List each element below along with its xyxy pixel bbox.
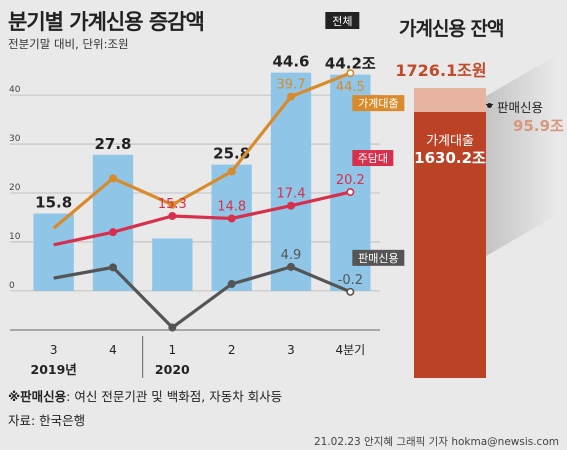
line-point	[168, 323, 177, 332]
line-point	[286, 92, 295, 101]
bar-2	[152, 238, 193, 291]
footnote-text: : 여신 전문기관 및 백화점, 자동차 회사등	[66, 389, 283, 404]
line-point	[168, 211, 177, 220]
bar-value-label: 44.6	[272, 53, 309, 71]
balance-title: 가계신용 잔액	[399, 18, 504, 40]
legend-total-box	[325, 12, 360, 29]
line-value-label: 44.5	[336, 80, 365, 95]
footnote: ※판매신용: 여신 전문기관 및 백화점, 자동차 회사등	[8, 386, 282, 405]
bar-value-label: 27.8	[94, 135, 131, 153]
source-text: 자료: 한국은행	[8, 413, 86, 428]
legend-tag-text: 주담대	[358, 152, 388, 165]
line-0	[52, 71, 351, 230]
line-value-label: 15.3	[158, 197, 187, 212]
bar-value-label: 15.8	[35, 194, 72, 212]
legend-tag-text: 가계대출	[358, 97, 398, 110]
balance-household-label: 가계대출 1630.2조	[414, 133, 486, 167]
y-tick-label: 30	[9, 134, 21, 144]
line-point	[286, 201, 295, 210]
line-point	[286, 262, 295, 271]
year-label: 2019년	[31, 362, 77, 377]
balance-total: 1726.1조원	[395, 61, 487, 80]
y-tick-label: 10	[9, 232, 21, 242]
line-point	[168, 200, 177, 209]
credit-text: 21.02.23 안지혜 그래픽 기자 hokma@newsis.com	[313, 436, 559, 448]
line-point	[346, 188, 355, 197]
line-value-label: 39.7	[277, 78, 306, 93]
chart-title: 분기별 가계신용 증감액	[8, 10, 205, 34]
bar-4	[270, 72, 312, 291]
bar-0	[33, 213, 74, 291]
line-point	[109, 174, 118, 183]
line-value-label: 20.2	[336, 173, 365, 188]
y-tick-label: 20	[9, 183, 21, 193]
line-point	[227, 214, 236, 223]
x-tick-label: 4	[109, 343, 117, 357]
line-value-label: 17.4	[277, 187, 306, 202]
legend-total-text: 전체	[332, 15, 352, 28]
legend-tag-1	[352, 150, 394, 167]
x-tick-label: 4분기	[335, 343, 365, 357]
balance-household-name: 가계대출	[426, 134, 474, 149]
balance-sales-name: 판매신용	[486, 97, 543, 116]
line-point	[346, 69, 355, 78]
year-label: 2020	[155, 362, 190, 377]
line-value-label: -0.2	[338, 273, 363, 288]
legend-tag-text: 판매신용	[358, 252, 398, 265]
line-point	[227, 167, 236, 176]
x-tick-label: 2	[228, 343, 236, 357]
balance-household-value: 1630.2조	[414, 149, 486, 167]
bar-3	[211, 164, 252, 291]
balance-bar-sales	[414, 88, 486, 112]
line-point	[227, 280, 236, 289]
line-value-label: 14.8	[217, 199, 246, 214]
balance-bar-household	[414, 112, 486, 378]
x-tick-label: 3	[50, 343, 58, 357]
legend-total: 전체	[325, 12, 360, 29]
y-tick-label: 40	[9, 85, 21, 95]
legend-tag-2	[352, 249, 405, 266]
line-1	[53, 190, 351, 247]
balance-sales-value: 95.9조	[513, 117, 564, 135]
line-point	[346, 287, 355, 296]
x-tick-label: 3	[287, 343, 295, 357]
legend-tag-0	[352, 95, 405, 112]
footnote-bold: ※판매신용	[8, 389, 67, 404]
line-point	[109, 228, 118, 237]
y-tick-label: 0	[9, 281, 15, 291]
line-2	[53, 265, 351, 330]
line-point	[109, 263, 118, 272]
chart-subtitle: 전분기말 대비, 단위:조원	[8, 37, 129, 51]
bar-value-label: 44.2조	[325, 55, 376, 73]
line-value-label: 4.9	[281, 248, 302, 263]
x-tick-label: 1	[169, 343, 177, 357]
